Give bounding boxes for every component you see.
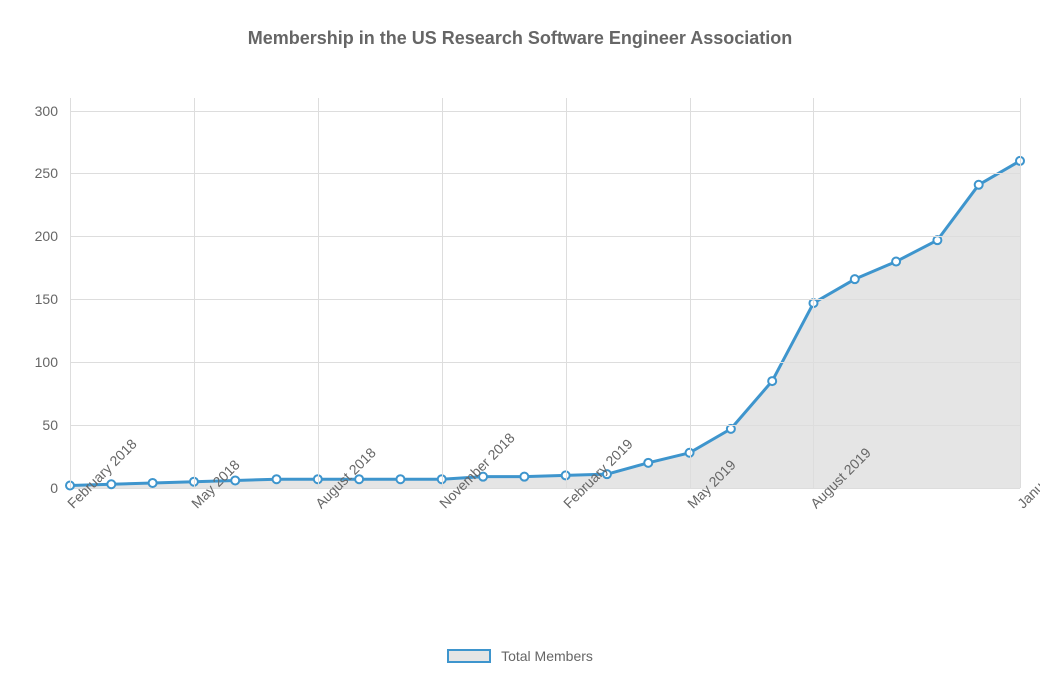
grid-line-vertical: [1020, 98, 1021, 488]
grid-line-horizontal: [70, 111, 1020, 112]
y-tick-label: 200: [35, 228, 70, 244]
grid-line-horizontal: [70, 236, 1020, 237]
grid-line-vertical: [194, 98, 195, 488]
legend-label: Total Members: [501, 648, 593, 664]
grid-line-vertical: [813, 98, 814, 488]
data-point[interactable]: [149, 479, 157, 487]
y-tick-label: 300: [35, 103, 70, 119]
y-tick-label: 250: [35, 165, 70, 181]
data-point[interactable]: [768, 377, 776, 385]
data-point[interactable]: [396, 475, 404, 483]
y-tick-label: 0: [50, 480, 70, 496]
area-fill: [70, 161, 1020, 488]
chart-container: Membership in the US Research Software E…: [0, 0, 1040, 692]
legend: Total Members: [0, 648, 1040, 666]
grid-line-vertical: [70, 98, 71, 488]
data-point[interactable]: [892, 258, 900, 266]
data-point[interactable]: [107, 480, 115, 488]
y-tick-label: 50: [42, 417, 70, 433]
grid-line-vertical: [566, 98, 567, 488]
data-point[interactable]: [520, 473, 528, 481]
data-point[interactable]: [975, 181, 983, 189]
grid-line-vertical: [442, 98, 443, 488]
grid-line-horizontal: [70, 173, 1020, 174]
plot-area: 050100150200250300February 2018May 2018A…: [70, 98, 1020, 489]
data-point[interactable]: [644, 459, 652, 467]
grid-line-vertical: [690, 98, 691, 488]
grid-line-horizontal: [70, 299, 1020, 300]
legend-swatch: [447, 649, 491, 663]
data-point[interactable]: [273, 475, 281, 483]
grid-line-horizontal: [70, 362, 1020, 363]
legend-item: Total Members: [447, 648, 593, 664]
data-point[interactable]: [851, 275, 859, 283]
grid-line-horizontal: [70, 425, 1020, 426]
y-tick-label: 150: [35, 291, 70, 307]
chart-title: Membership in the US Research Software E…: [0, 28, 1040, 49]
y-tick-label: 100: [35, 354, 70, 370]
grid-line-vertical: [318, 98, 319, 488]
chart-svg: [70, 98, 1020, 488]
